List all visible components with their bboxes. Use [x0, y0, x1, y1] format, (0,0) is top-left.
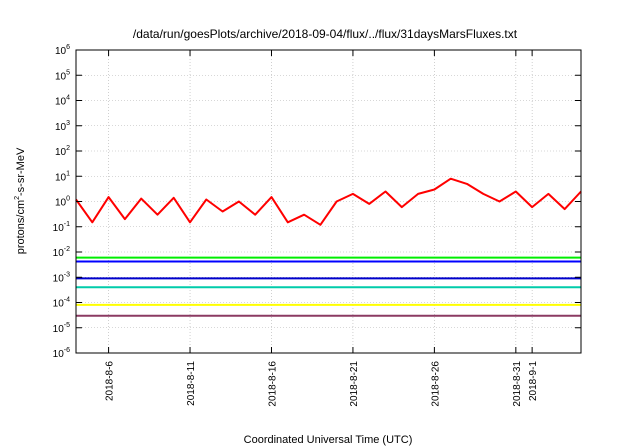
y-tick-base: 10: [53, 248, 65, 259]
x-tick-label: 2018-8-16: [267, 361, 278, 407]
series-group: [75, 177, 582, 317]
y-tick-label: 106: [55, 44, 70, 57]
y-axis-label: protons/cm2-s-sr-MeV: [14, 147, 27, 254]
y-tick-base: 10: [53, 299, 65, 310]
y-tick-base: 10: [55, 198, 67, 209]
y-tick-base: 10: [55, 122, 67, 133]
y-tick-exponent: -3: [64, 271, 70, 278]
y-tick-base: 10: [53, 324, 65, 335]
y-axis-label-unit: protons/cm: [15, 200, 27, 254]
y-tick-exponent: 6: [66, 44, 70, 51]
y-tick-base: 10: [55, 147, 67, 158]
y-tick-base: 10: [53, 273, 65, 284]
x-tick-label: 2018-8-31: [512, 361, 523, 407]
x-tick-label: 2018-8-26: [430, 361, 441, 407]
grid: [76, 49, 581, 354]
y-tick-exponent: 4: [66, 95, 70, 102]
y-tick-exponent: -6: [64, 347, 70, 354]
y-axis: 10-610-510-410-310-210-11001011021031041…: [53, 44, 581, 360]
y-tick-label: 10-5: [53, 322, 70, 335]
y-tick-exponent: -2: [64, 246, 70, 253]
y-tick-label: 102: [55, 145, 70, 158]
y-tick-base: 10: [55, 172, 67, 183]
y-axis-label-power: 2: [14, 196, 21, 200]
y-tick-label: 100: [55, 196, 70, 209]
y-tick-base: 10: [55, 97, 67, 108]
x-tick-label: 2018-8-6: [105, 361, 116, 401]
y-tick-exponent: 0: [66, 196, 70, 203]
y-tick-label: 10-1: [53, 221, 70, 234]
y-tick-exponent: 5: [66, 69, 70, 76]
x-tick-label: 2018-8-21: [349, 361, 360, 407]
y-tick-base: 10: [53, 349, 65, 360]
x-axis-label: Coordinated Universal Time (UTC): [244, 434, 413, 446]
y-tick-exponent: 1: [66, 170, 70, 177]
y-tick-label: 101: [55, 170, 70, 183]
y-tick-label: 10-2: [53, 246, 70, 259]
y-tick-label: 104: [55, 95, 70, 108]
x-tick-label: 2018-8-11: [186, 361, 197, 406]
y-tick-label: 10-6: [53, 347, 70, 360]
x-tick-label: 2018-9-1: [528, 361, 539, 401]
x-axis: 2018-8-6 2018-8-11 2018-8-16 2018-8-21 2018-…: [105, 50, 539, 407]
y-tick-exponent: -4: [64, 297, 70, 304]
y-tick-label: 10-4: [53, 297, 70, 310]
series-line-0: [75, 177, 582, 226]
y-tick-label: 10-3: [53, 271, 70, 284]
y-tick-label: 105: [55, 69, 70, 82]
y-tick-base: 10: [53, 223, 65, 234]
y-tick-exponent: 3: [66, 120, 70, 127]
y-tick-exponent: -1: [64, 221, 70, 228]
chart-title: /data/run/goesPlots/archive/2018-09-04/f…: [133, 27, 518, 41]
y-tick-base: 10: [55, 71, 67, 82]
y-tick-exponent: -5: [64, 322, 70, 329]
y-tick-label: 103: [55, 120, 70, 133]
y-tick-exponent: 2: [66, 145, 70, 152]
y-tick-base: 10: [55, 46, 67, 57]
y-axis-label-rest: -s-sr-MeV: [15, 147, 27, 196]
